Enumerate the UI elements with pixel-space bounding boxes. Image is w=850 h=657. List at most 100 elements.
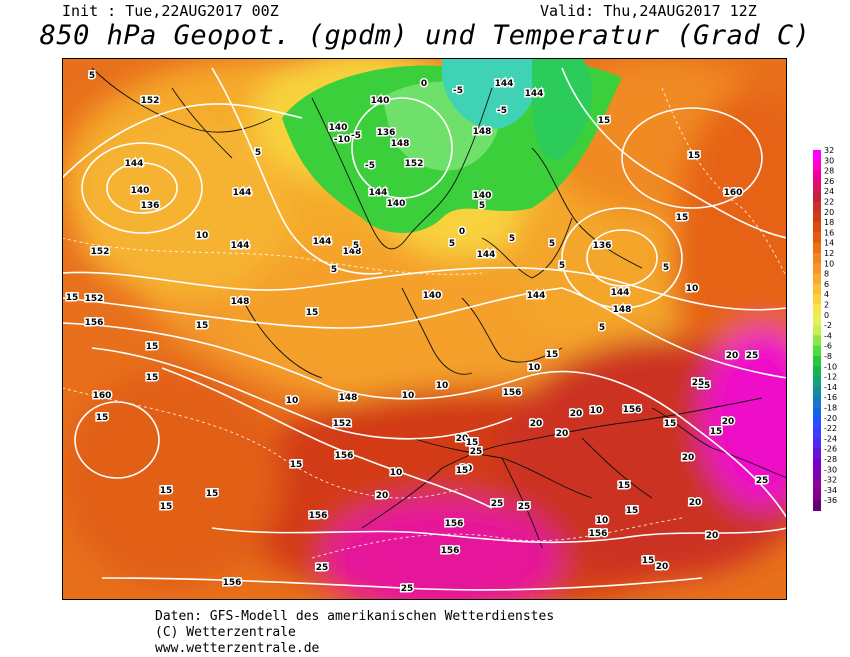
geopotential-label: 148 <box>473 127 492 137</box>
colorbar-swatch <box>813 191 821 202</box>
geopotential-label: 144 <box>369 188 388 198</box>
temperature-label: 0 <box>421 79 427 89</box>
geopotential-label: 156 <box>309 511 328 521</box>
data-source-note: Daten: GFS-Modell des amerikanischen Wet… <box>155 609 555 624</box>
geopotential-label: 148 <box>231 297 250 307</box>
colorbar-label: -4 <box>824 331 832 340</box>
temperature-label: 5 <box>255 148 261 158</box>
geopotential-label: 144 <box>477 250 496 260</box>
temperature-label: 25 <box>316 563 329 573</box>
temperature-label: 5 <box>663 263 669 273</box>
copyright-note: (C) Wetterzentrale <box>155 625 296 640</box>
geopotential-label: 160 <box>93 391 112 401</box>
temperature-label: 15 <box>598 116 611 126</box>
website-link[interactable]: www.wetterzentrale.de <box>155 641 320 656</box>
colorbar-swatch <box>813 242 821 254</box>
temperature-label: 15 <box>160 486 173 496</box>
temperature-label: 20 <box>682 453 695 463</box>
colorbar-swatch <box>813 222 821 233</box>
geopotential-label: 160 <box>724 188 743 198</box>
colorbar-label: -18 <box>824 404 837 413</box>
geopotential-label: 156 <box>335 451 354 461</box>
geopotential-label: 156 <box>445 519 464 529</box>
temperature-label: 20 <box>376 491 389 501</box>
temperature-label: 25 <box>698 381 711 391</box>
temperature-label: 10 <box>686 284 699 294</box>
colorbar-swatch <box>813 376 821 388</box>
geopotential-label: 144 <box>495 79 514 89</box>
geopotential-label: 148 <box>339 393 358 403</box>
temperature-colorbar: 32302826242220181614121086420-2-4-6-8-10… <box>813 146 837 511</box>
temperature-label: 10 <box>390 468 403 478</box>
temperature-label: 15 <box>196 321 209 331</box>
temperature-label: 20 <box>689 498 702 508</box>
temperature-label: 25 <box>746 351 759 361</box>
temperature-label: 15 <box>306 308 319 318</box>
colorbar-swatch <box>813 232 821 244</box>
temperature-label: 20 <box>556 429 569 439</box>
colorbar-swatch <box>813 160 821 172</box>
colorbar-label: -20 <box>824 414 837 423</box>
colorbar-label: 30 <box>824 156 834 165</box>
colorbar-swatch <box>813 263 821 275</box>
colorbar-label: 32 <box>824 146 834 155</box>
temperature-label: 15 <box>146 342 159 352</box>
colorbar-label: -36 <box>824 496 837 505</box>
chart-title: 850 hPa Geopot. (gpdm) und Temperatur (G… <box>39 20 811 51</box>
colorbar-swatch <box>813 304 821 316</box>
temperature-label: 15 <box>710 427 723 437</box>
colorbar-label: -10 <box>824 362 837 371</box>
colorbar-swatch <box>813 448 821 460</box>
colorbar-swatch <box>813 386 821 398</box>
temperature-label: 25 <box>401 584 414 594</box>
colorbar-label: 16 <box>824 228 834 237</box>
geopotential-isolines <box>62 67 787 591</box>
temperature-label: 25 <box>491 499 504 509</box>
temperature-label: 15 <box>676 213 689 223</box>
temperature-labels: 5551015151515151515151515101010101015202… <box>64 70 770 596</box>
colorbar-swatch <box>813 479 821 491</box>
temperature-label: 10 <box>436 381 449 391</box>
temperature-label: 25 <box>756 476 769 486</box>
colorbar-label: 12 <box>824 249 834 258</box>
temperature-label: 5 <box>449 239 455 249</box>
colorbar-swatch <box>813 438 821 450</box>
temperature-label: 15 <box>626 506 639 516</box>
geopotential-label: 136 <box>141 201 160 211</box>
geopotential-label: 156 <box>589 529 608 539</box>
temperature-label: 5 <box>331 265 337 275</box>
temperature-label: 20 <box>530 419 543 429</box>
temperature-label: 5 <box>89 71 95 81</box>
colorbar-swatch <box>813 397 821 408</box>
temperature-label: 10 <box>196 231 209 241</box>
geopotential-label: 136 <box>377 128 396 138</box>
colorbar-swatch <box>813 314 821 326</box>
temperature-label: 15 <box>466 438 479 448</box>
temperature-label: -5 <box>497 106 507 116</box>
temperature-label: 15 <box>66 293 79 303</box>
colorbar-label: 10 <box>824 259 834 268</box>
geopotential-label: 144 <box>611 288 630 298</box>
geopotential-label: 144 <box>313 237 332 247</box>
coastlines <box>91 67 787 549</box>
temperature-label: 5 <box>599 323 605 333</box>
colorbar-label: -26 <box>824 445 837 454</box>
colorbar-swatch <box>813 294 821 305</box>
temperature-label: 20 <box>726 351 739 361</box>
geopotential-label: 156 <box>623 405 642 415</box>
geopotential-label: 144 <box>525 89 544 99</box>
temperature-label: 20 <box>706 531 719 541</box>
temperature-shading <box>62 58 787 600</box>
temperature-isolines <box>62 87 787 559</box>
colorbar-label: 22 <box>824 198 834 207</box>
colorbar-swatch <box>813 170 821 182</box>
colorbar-label: -6 <box>824 342 832 351</box>
geopotential-label: 156 <box>441 546 460 556</box>
temperature-label: 5 <box>353 241 359 251</box>
temperature-label: 20 <box>460 464 473 474</box>
geopotential-label: 144 <box>125 159 144 169</box>
colorbar-swatch <box>813 211 821 223</box>
colorbar-label: -8 <box>824 352 832 361</box>
colorbar-label: -16 <box>824 393 837 402</box>
